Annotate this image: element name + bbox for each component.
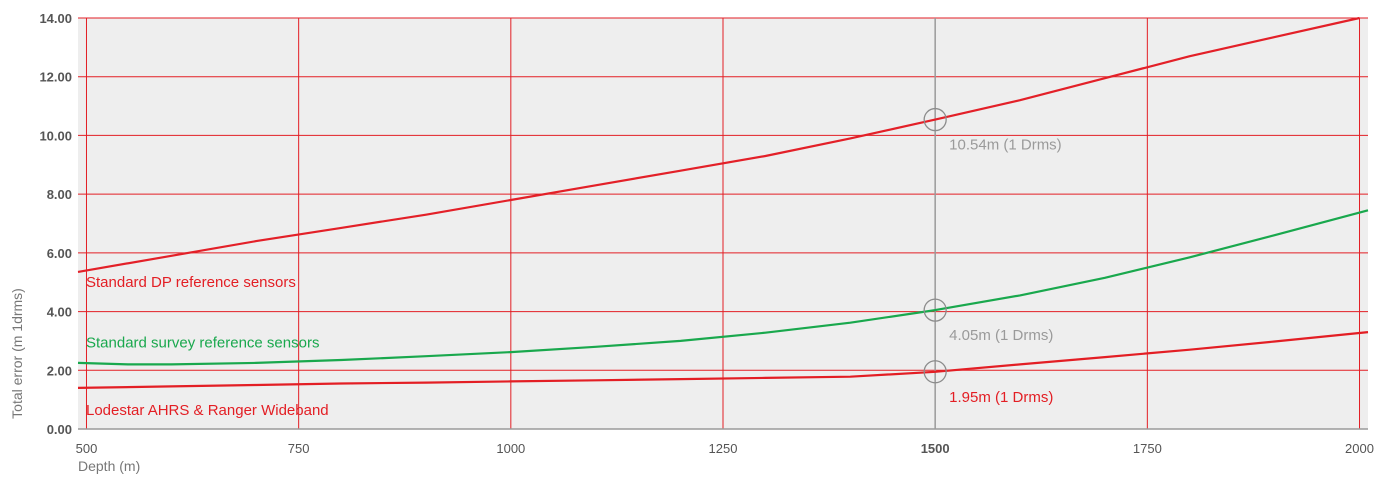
series-label: Standard DP reference sensors	[86, 274, 296, 291]
y-axis-ticks: 0.00 2.00 4.00 6.00 8.00 10.00 12.00 14.00	[39, 11, 72, 437]
y-tick-label: 14.00	[39, 11, 72, 26]
annotation-label: 4.05m (1 Drms)	[949, 327, 1053, 344]
y-tick-label: 8.00	[47, 187, 72, 202]
y-axis-title: Total error (m 1drms)	[9, 288, 25, 419]
series-line-1	[77, 16, 1360, 273]
series-line-3	[77, 331, 1369, 389]
x-tick-label: 2000	[1345, 441, 1374, 456]
y-tick-label: 0.00	[47, 422, 72, 437]
gridlines	[78, 17, 1368, 430]
series-line-2	[77, 209, 1369, 366]
annotation-label: 1.95m (1 Drms)	[949, 389, 1053, 406]
series-label: Lodestar AHRS & Ranger Wideband	[86, 402, 329, 419]
x-axis-title: Depth (m)	[78, 458, 140, 474]
annotation-markers	[923, 107, 947, 384]
x-tick-label: 1750	[1133, 441, 1162, 456]
annotation-marker	[923, 360, 947, 384]
y-tick-label: 12.00	[39, 70, 72, 85]
x-tick-label: 1500	[921, 441, 950, 456]
annotation-marker	[923, 298, 947, 322]
annotation-labels: 10.54m (1 Drms) 4.05m (1 Drms) 1.95m (1 Dr…	[949, 137, 1062, 406]
y-tick-label: 6.00	[47, 246, 72, 261]
annotation-marker	[923, 107, 947, 132]
series-group	[77, 16, 1369, 389]
series-labels: Standard DP reference sensors Standard su…	[86, 274, 329, 419]
series-label: Standard survey reference sensors	[86, 334, 319, 351]
y-tick-label: 4.00	[47, 305, 72, 320]
x-tick-label: 1250	[709, 441, 738, 456]
y-tick-label: 10.00	[39, 128, 72, 143]
annotation-label: 10.54m (1 Drms)	[949, 137, 1062, 154]
x-tick-label: 1000	[496, 441, 525, 456]
x-tick-label: 500	[76, 441, 98, 456]
x-tick-label: 750	[288, 441, 310, 456]
y-tick-label: 2.00	[47, 363, 72, 378]
x-axis-ticks: 500 750 1000 1250 1500 1750 2000	[76, 441, 1374, 456]
